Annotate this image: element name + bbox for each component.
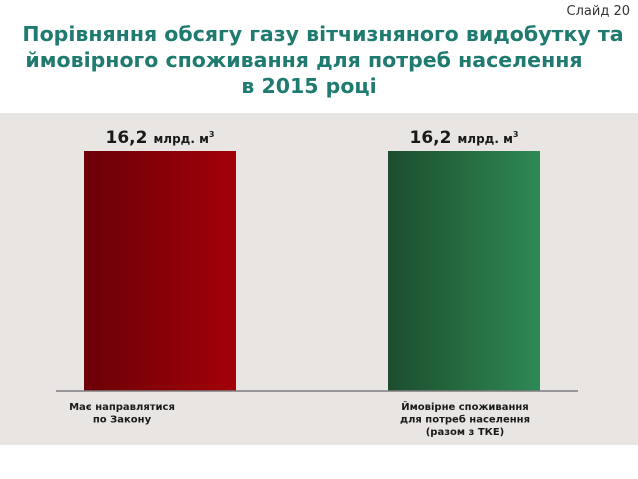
chart-panel: 16,2 млрд. м3 16,2 млрд. м3 Має направлятися… bbox=[0, 113, 638, 445]
title-line-2: ймовірного споживання для потреб населен… bbox=[25, 48, 583, 72]
value-label-1: 16,2 млрд. м3 bbox=[106, 128, 215, 148]
bar-2 bbox=[388, 151, 540, 391]
category-label-2: Ймовірне споживання для потреб населення(… bbox=[400, 400, 530, 438]
slide-number: Слайд 20 bbox=[566, 4, 630, 19]
bar-chart: 16,2 млрд. м3 16,2 млрд. м3 Має направлятися… bbox=[56, 128, 578, 438]
category-label-1: Має направлятися по Закону bbox=[69, 402, 175, 426]
value-label-2: 16,2 млрд. м3 bbox=[410, 128, 519, 148]
title-line-1: Порівняння обсягу газу вітчизняного видо… bbox=[22, 22, 624, 46]
bar-1 bbox=[84, 151, 236, 391]
title-line-3: в 2015 році bbox=[241, 74, 377, 98]
page-title: Порівняння обсягу газу вітчизняного видо… bbox=[0, 21, 638, 99]
